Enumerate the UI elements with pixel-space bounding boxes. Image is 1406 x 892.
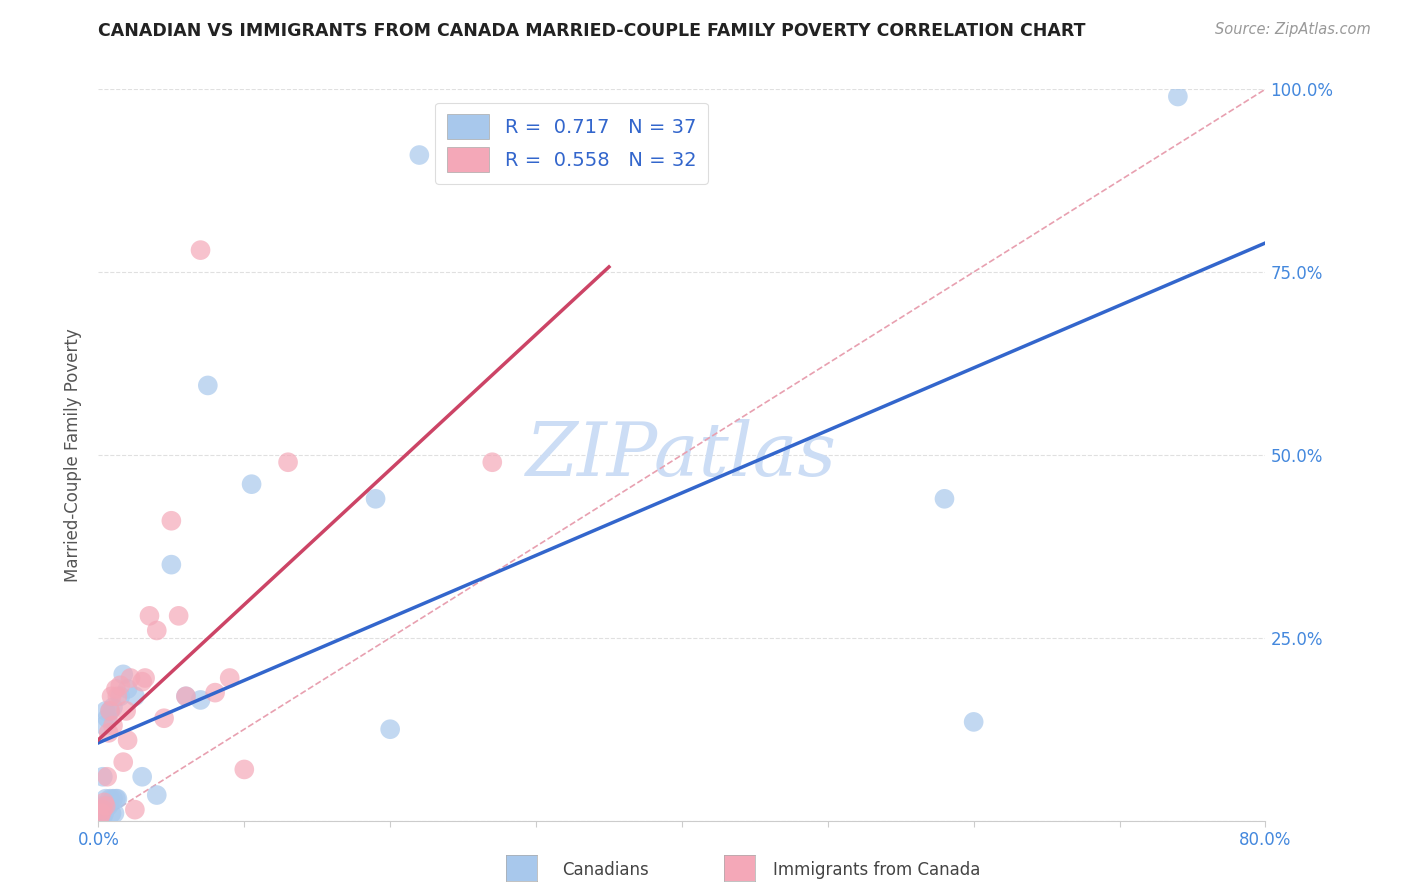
Point <box>101 791 124 805</box>
Text: CANADIAN VS IMMIGRANTS FROM CANADA MARRIED-COUPLE FAMILY POVERTY CORRELATION CHA: CANADIAN VS IMMIGRANTS FROM CANADA MARRI… <box>98 22 1085 40</box>
Point <box>98 791 121 805</box>
Point <box>104 681 127 696</box>
Point <box>105 791 128 805</box>
Point <box>153 711 176 725</box>
Point <box>94 791 117 805</box>
Point <box>89 810 111 824</box>
Point <box>481 455 503 469</box>
Point <box>96 799 118 814</box>
Point <box>105 690 128 704</box>
Point <box>98 704 121 718</box>
Point <box>1167 89 1189 103</box>
Point <box>96 770 118 784</box>
Point <box>160 558 183 572</box>
Point <box>218 671 240 685</box>
Point <box>146 788 169 802</box>
Text: ZIPatlas: ZIPatlas <box>526 418 838 491</box>
Point <box>117 681 139 696</box>
Point <box>112 667 135 681</box>
Point <box>93 796 115 810</box>
Point <box>91 810 114 824</box>
Text: Immigrants from Canada: Immigrants from Canada <box>773 861 980 879</box>
Point <box>90 806 112 821</box>
Point <box>174 690 197 704</box>
Text: Canadians: Canadians <box>562 861 650 879</box>
Point <box>240 477 263 491</box>
Point <box>91 803 114 817</box>
Point <box>91 770 114 784</box>
Point <box>93 718 115 732</box>
Point <box>197 378 219 392</box>
Point <box>120 671 142 685</box>
Point <box>167 608 190 623</box>
Point <box>146 624 169 638</box>
Point <box>97 726 120 740</box>
Point <box>131 770 153 784</box>
Point <box>100 806 122 821</box>
Point <box>174 690 197 704</box>
Point <box>112 755 135 769</box>
Point <box>117 733 139 747</box>
Point <box>89 810 111 824</box>
Point <box>94 704 117 718</box>
Point <box>90 806 112 821</box>
Point <box>364 491 387 506</box>
Point <box>94 799 117 814</box>
Point <box>124 803 146 817</box>
Point <box>138 608 160 623</box>
Point <box>408 148 430 162</box>
Point <box>93 806 115 821</box>
Point <box>100 690 122 704</box>
Legend: R =  0.717   N = 37, R =  0.558   N = 32: R = 0.717 N = 37, R = 0.558 N = 32 <box>434 103 709 184</box>
Point <box>277 455 299 469</box>
Point <box>378 723 402 737</box>
Point <box>134 671 156 685</box>
Point <box>115 704 138 718</box>
Point <box>97 799 120 814</box>
Point <box>104 791 127 805</box>
Text: Source: ZipAtlas.com: Source: ZipAtlas.com <box>1215 22 1371 37</box>
Point <box>233 763 256 777</box>
Point <box>96 711 118 725</box>
Point <box>110 690 132 704</box>
Point <box>90 799 112 814</box>
Point <box>934 491 956 506</box>
Point <box>101 718 124 732</box>
Y-axis label: Married-Couple Family Poverty: Married-Couple Family Poverty <box>65 328 83 582</box>
Point <box>110 678 132 692</box>
Point <box>204 686 226 700</box>
Point <box>131 674 153 689</box>
Point <box>190 693 212 707</box>
Point <box>124 690 146 704</box>
Point <box>190 243 212 257</box>
Point <box>101 700 124 714</box>
Point <box>962 714 984 729</box>
Point <box>160 514 183 528</box>
Point <box>103 806 125 821</box>
Point <box>98 704 121 718</box>
